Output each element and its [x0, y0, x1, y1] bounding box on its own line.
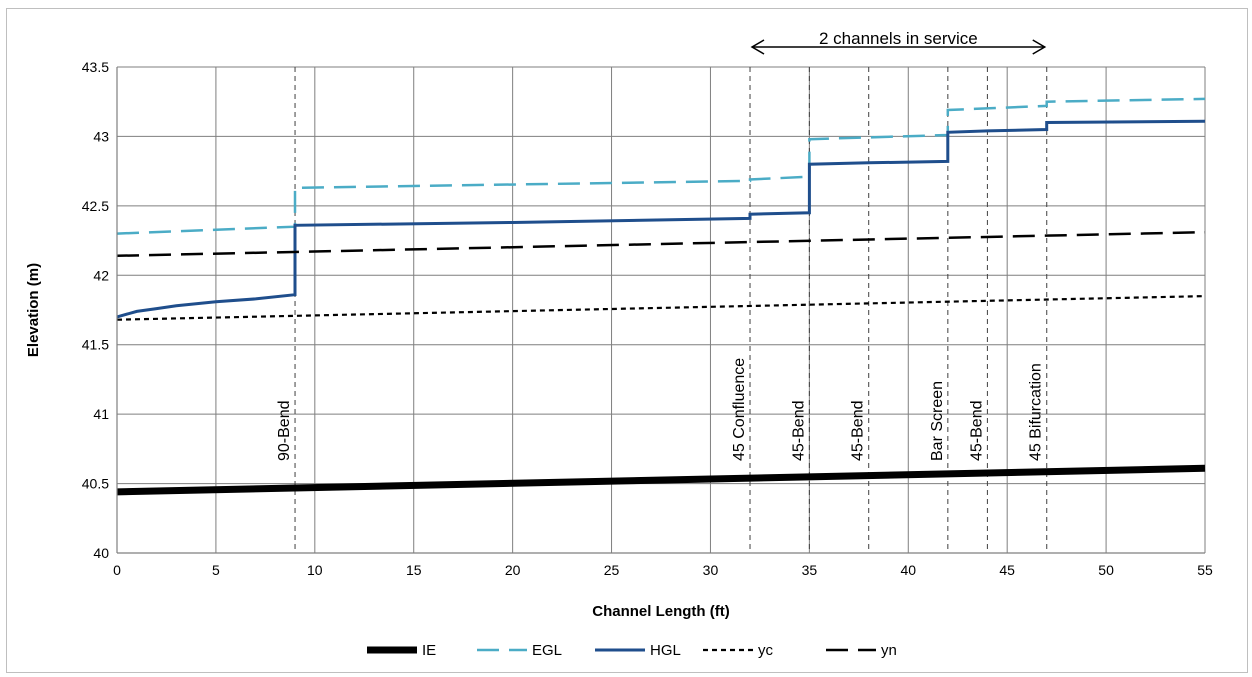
legend-label-ie: IE	[422, 642, 436, 659]
y-tick-label: 42	[93, 267, 109, 283]
x-tick-label: 40	[900, 562, 916, 578]
x-tick-label: 0	[113, 562, 121, 578]
x-tick-label: 15	[406, 562, 422, 578]
legend-label-yn: yn	[881, 642, 897, 659]
annotation-label: 2 channels in service	[819, 29, 978, 48]
y-tick-label: 41.5	[82, 337, 109, 353]
y-tick-label: 43.5	[82, 59, 109, 75]
marker-label: 45 Bifurcation	[1028, 363, 1045, 461]
series-egl	[116, 97, 1206, 235]
x-tick-label: 55	[1197, 562, 1213, 578]
legend: IE EGL HGL yc yn	[367, 642, 897, 659]
y-tick-label: 42.5	[82, 198, 109, 214]
legend-label-egl: EGL	[532, 642, 562, 659]
x-tick-label: 10	[307, 562, 323, 578]
x-tick-label: 35	[802, 562, 818, 578]
annotation: 2 channels in service	[750, 29, 1047, 55]
arrow-head-left	[750, 39, 765, 55]
x-tick-label: 30	[703, 562, 719, 578]
vertical-markers: 90-Bend 45 Confluence 45-Bend 45-Bend Bar Sc…	[276, 67, 1048, 553]
series-ie	[116, 464, 1206, 496]
x-tick-label: 25	[604, 562, 620, 578]
marker-label: Bar Screen	[929, 381, 946, 461]
legend-label-hgl: HGL	[650, 642, 681, 659]
y-tick-label: 41	[93, 406, 109, 422]
chart-frame	[6, 8, 1248, 673]
axes	[116, 67, 1205, 554]
series-hgl	[116, 119, 1206, 319]
y-tick-label: 40	[93, 545, 109, 561]
series-yc	[116, 295, 1206, 321]
x-axis-title: Channel Length (ft)	[592, 603, 729, 620]
y-tick-label: 43	[93, 128, 109, 144]
y-tick-label: 40.5	[82, 476, 109, 492]
marker-label: 45-Bend	[968, 401, 985, 462]
marker-label: 45-Bend	[790, 401, 807, 462]
marker-label: 45 Confluence	[731, 358, 748, 461]
x-tick-label: 20	[505, 562, 521, 578]
x-tick-label: 5	[212, 562, 220, 578]
x-tick-label: 50	[1098, 562, 1114, 578]
tick-labels: 0 5 10 15 20 25 30 35 40 45 50 55 40 40.5 41 41.5 42 42.5…	[82, 59, 1213, 578]
series-yn	[116, 230, 1206, 258]
legend-label-yc: yc	[758, 642, 774, 659]
y-axis-title: Elevation (m)	[25, 263, 42, 357]
marker-label: 90-Bend	[276, 401, 293, 462]
marker-label: 45-Bend	[850, 401, 867, 462]
series-lines	[116, 97, 1206, 496]
arrow-head-right	[1032, 39, 1047, 55]
x-tick-label: 45	[999, 562, 1015, 578]
